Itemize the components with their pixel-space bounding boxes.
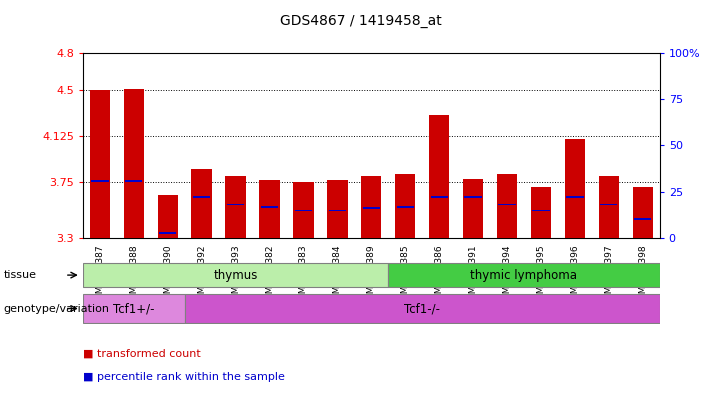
Bar xyxy=(464,196,482,198)
Bar xyxy=(293,182,314,238)
Bar xyxy=(598,176,619,238)
Bar xyxy=(89,90,110,238)
Bar xyxy=(531,187,551,238)
Text: Tcf1-/-: Tcf1-/- xyxy=(404,302,441,315)
Bar xyxy=(159,232,177,234)
Bar xyxy=(361,176,381,238)
Bar xyxy=(565,139,585,238)
Bar xyxy=(185,294,660,323)
Bar xyxy=(227,204,244,205)
Bar xyxy=(532,210,549,211)
Bar xyxy=(158,195,178,238)
Text: thymus: thymus xyxy=(213,268,258,282)
Bar xyxy=(123,89,144,238)
Text: Tcf1+/-: Tcf1+/- xyxy=(113,302,154,315)
Bar xyxy=(634,219,651,220)
Bar xyxy=(192,169,212,238)
Bar xyxy=(430,196,448,198)
Bar xyxy=(83,294,185,323)
Bar xyxy=(498,204,516,205)
Bar xyxy=(363,208,380,209)
Text: genotype/variation: genotype/variation xyxy=(4,303,110,314)
Bar xyxy=(632,187,653,238)
Bar xyxy=(92,180,109,182)
Bar xyxy=(395,174,415,238)
Bar xyxy=(327,180,348,238)
Text: tissue: tissue xyxy=(4,270,37,280)
Bar xyxy=(261,206,278,208)
Text: ■ transformed count: ■ transformed count xyxy=(83,349,200,359)
Bar xyxy=(600,204,617,205)
Bar xyxy=(295,210,312,211)
Bar xyxy=(193,196,211,198)
Bar xyxy=(397,206,414,208)
Bar xyxy=(226,176,246,238)
Bar xyxy=(260,180,280,238)
Text: thymic lymphoma: thymic lymphoma xyxy=(471,268,578,282)
Bar xyxy=(389,263,660,287)
Bar xyxy=(497,174,517,238)
Bar xyxy=(463,179,483,238)
Bar xyxy=(329,210,346,211)
Bar xyxy=(83,263,389,287)
Bar xyxy=(429,115,449,238)
Text: ■ percentile rank within the sample: ■ percentile rank within the sample xyxy=(83,372,285,382)
Text: GDS4867 / 1419458_at: GDS4867 / 1419458_at xyxy=(280,14,441,28)
Bar xyxy=(566,196,583,198)
Bar xyxy=(125,180,143,182)
